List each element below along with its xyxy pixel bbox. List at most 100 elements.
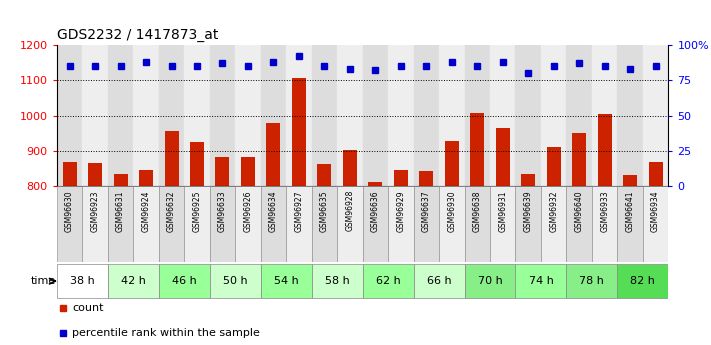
Bar (108, 264, 159, 298)
Bar (547, 147, 561, 186)
Text: GSM96630: GSM96630 (65, 190, 74, 232)
Text: 58 h: 58 h (325, 276, 350, 286)
Text: GSM96929: GSM96929 (396, 190, 405, 231)
Bar (164, 131, 178, 186)
Bar (235, 45, 261, 186)
Bar (617, 186, 643, 262)
Bar (464, 45, 490, 186)
Bar (592, 186, 617, 262)
Bar (388, 186, 414, 262)
Bar (598, 114, 611, 186)
Text: GSM96636: GSM96636 (371, 190, 380, 232)
Bar (311, 264, 363, 298)
Bar (643, 186, 668, 262)
Bar (134, 45, 159, 186)
Text: GSM96925: GSM96925 (193, 190, 201, 231)
Bar (572, 132, 586, 186)
Text: GSM96637: GSM96637 (422, 190, 431, 232)
Text: 46 h: 46 h (172, 276, 197, 286)
Text: 42 h: 42 h (121, 276, 146, 286)
Bar (515, 45, 541, 186)
Text: GSM96640: GSM96640 (574, 190, 584, 232)
Bar (88, 163, 102, 186)
Bar (617, 45, 643, 186)
Bar (184, 45, 210, 186)
Bar (439, 186, 464, 262)
Text: GSM96633: GSM96633 (218, 190, 227, 232)
Bar (184, 186, 210, 262)
Bar (241, 157, 255, 186)
Bar (286, 186, 311, 262)
Bar (464, 186, 490, 262)
Bar (82, 45, 108, 186)
Text: GSM96928: GSM96928 (346, 190, 354, 231)
Bar (267, 123, 280, 186)
Bar (159, 264, 210, 298)
Bar (414, 264, 464, 298)
Text: count: count (73, 303, 104, 313)
Text: 50 h: 50 h (223, 276, 247, 286)
Bar (114, 174, 127, 186)
Bar (567, 45, 592, 186)
Bar (617, 264, 668, 298)
Bar (567, 264, 617, 298)
Text: GSM96926: GSM96926 (243, 190, 252, 231)
Bar (63, 162, 77, 186)
Text: GSM96638: GSM96638 (473, 190, 482, 231)
Text: GSM96932: GSM96932 (549, 190, 558, 231)
Text: GSM96930: GSM96930 (447, 190, 456, 232)
Bar (337, 186, 363, 262)
Bar (515, 186, 541, 262)
Text: 38 h: 38 h (70, 276, 95, 286)
Bar (414, 45, 439, 186)
Bar (311, 186, 337, 262)
Text: GSM96933: GSM96933 (600, 190, 609, 232)
Text: GSM96635: GSM96635 (320, 190, 329, 232)
Bar (82, 186, 108, 262)
Text: GSM96641: GSM96641 (626, 190, 635, 231)
Bar (464, 264, 515, 298)
Bar (261, 186, 286, 262)
Bar (210, 186, 235, 262)
Bar (134, 186, 159, 262)
Bar (439, 45, 464, 186)
Text: percentile rank within the sample: percentile rank within the sample (73, 328, 260, 337)
Bar (445, 141, 459, 186)
Bar (261, 45, 286, 186)
Text: GSM96639: GSM96639 (524, 190, 533, 232)
Bar (108, 186, 134, 262)
Text: GSM96927: GSM96927 (294, 190, 304, 231)
Bar (159, 45, 184, 186)
Bar (210, 45, 235, 186)
Bar (541, 45, 567, 186)
Text: GSM96634: GSM96634 (269, 190, 278, 232)
Bar (363, 45, 388, 186)
Text: time: time (31, 276, 56, 286)
Bar (215, 157, 230, 186)
Text: GSM96923: GSM96923 (90, 190, 100, 231)
Bar (57, 45, 82, 186)
Bar (311, 45, 337, 186)
Text: 54 h: 54 h (274, 276, 299, 286)
Text: GSM96631: GSM96631 (116, 190, 125, 231)
Bar (261, 264, 311, 298)
Bar (210, 264, 261, 298)
Bar (363, 264, 414, 298)
Bar (108, 45, 134, 186)
Bar (317, 164, 331, 186)
Bar (159, 186, 184, 262)
Bar (57, 186, 82, 262)
Bar (368, 182, 383, 186)
Bar (567, 186, 592, 262)
Bar (648, 161, 663, 186)
Text: 78 h: 78 h (579, 276, 604, 286)
Bar (286, 45, 311, 186)
Text: 66 h: 66 h (427, 276, 451, 286)
Bar (515, 264, 567, 298)
Bar (343, 150, 357, 186)
Text: GSM96632: GSM96632 (167, 190, 176, 231)
Bar (496, 128, 510, 186)
Text: GSM96934: GSM96934 (651, 190, 660, 232)
Bar (419, 171, 433, 186)
Bar (490, 45, 515, 186)
